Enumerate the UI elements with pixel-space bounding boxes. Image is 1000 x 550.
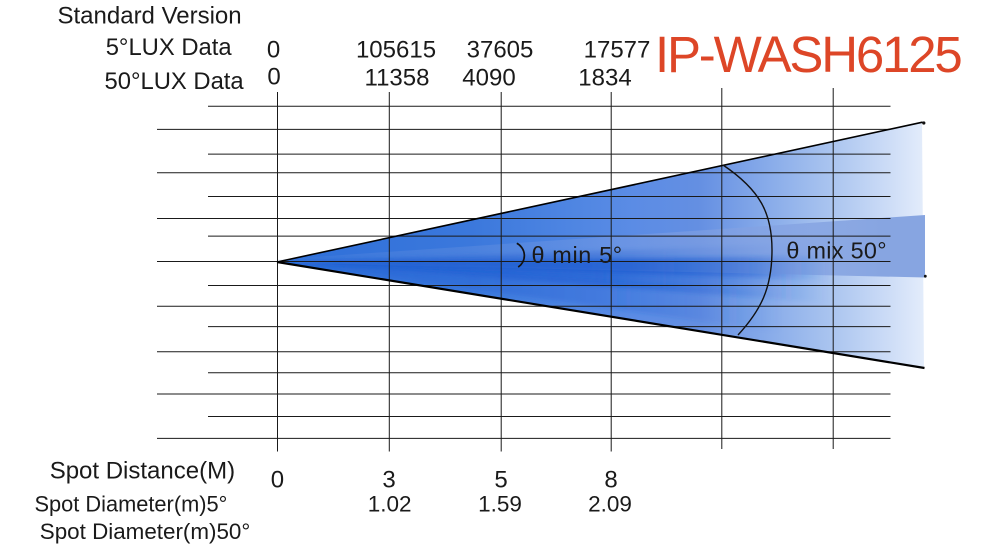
svg-text:Spot Diameter(m)50°: Spot Diameter(m)50° — [40, 519, 251, 544]
svg-text:5: 5 — [494, 467, 507, 494]
svg-text:37605: 37605 — [467, 37, 534, 64]
svg-text:0: 0 — [271, 467, 284, 494]
svg-text:17577: 17577 — [584, 37, 651, 64]
svg-text:Standard Version: Standard Version — [58, 3, 242, 30]
svg-text:0: 0 — [267, 64, 280, 91]
svg-text:1.59: 1.59 — [478, 492, 522, 517]
svg-text:θ min 5°: θ min 5° — [532, 242, 623, 268]
svg-text:11358: 11358 — [365, 65, 430, 92]
svg-text:1.02: 1.02 — [368, 492, 412, 517]
svg-text:2.09: 2.09 — [588, 492, 632, 517]
svg-text:IP-WASH6125: IP-WASH6125 — [655, 26, 961, 83]
svg-text:Spot Distance(M): Spot Distance(M) — [50, 458, 235, 485]
svg-text:5°LUX Data: 5°LUX Data — [106, 34, 233, 61]
svg-text:8: 8 — [604, 467, 617, 494]
svg-text:1834: 1834 — [578, 65, 631, 92]
svg-text:θ mix 50°: θ mix 50° — [786, 237, 886, 263]
svg-text:Spot Diameter(m)5°: Spot Diameter(m)5° — [35, 492, 228, 517]
svg-text:4090: 4090 — [462, 65, 515, 92]
svg-text:3: 3 — [382, 467, 395, 494]
svg-text:105615: 105615 — [356, 37, 436, 64]
svg-text:0: 0 — [267, 37, 280, 64]
svg-text:50°LUX Data: 50°LUX Data — [105, 68, 245, 95]
